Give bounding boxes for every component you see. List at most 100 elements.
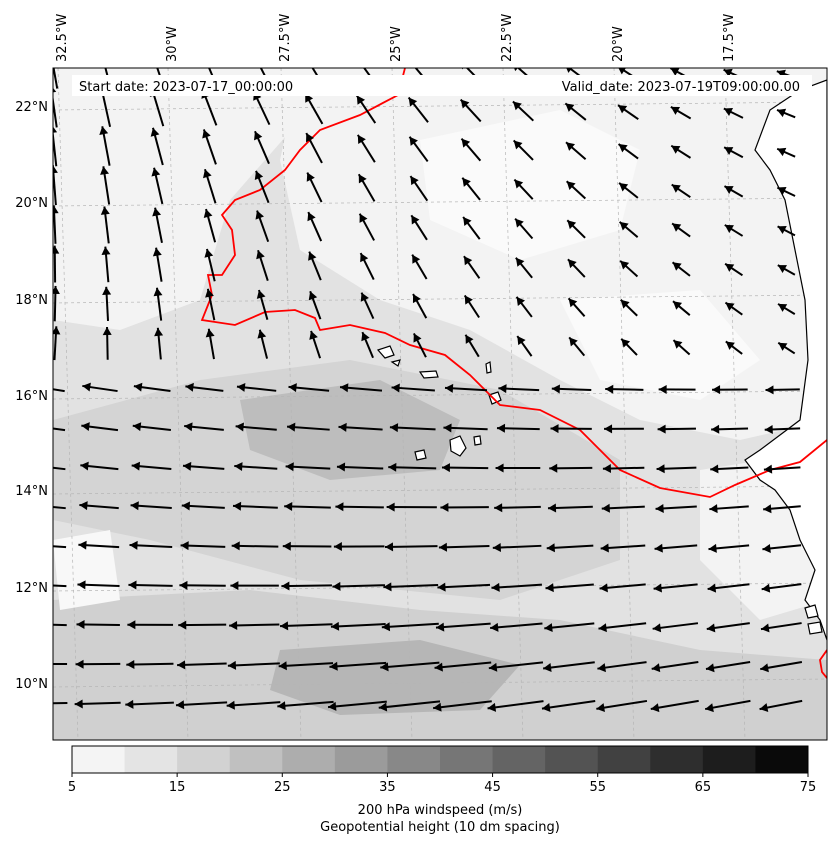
wind-arrow-head <box>435 622 445 632</box>
wind-arrow-head <box>128 580 137 590</box>
wind-arrow <box>53 545 67 549</box>
wind-arrow-head <box>653 583 662 593</box>
wind-arrow-head <box>154 327 164 337</box>
wind-arrow-head <box>777 147 787 157</box>
wind-arrow-head <box>330 621 340 631</box>
wind-arrow-head <box>256 290 266 299</box>
colorbar-bin <box>387 746 441 773</box>
wind-arrow-head <box>182 461 192 471</box>
map-panel: Start date: 2023-07-17_00:00:00 Valid_da… <box>28 67 828 741</box>
colorbar-bin <box>124 746 178 773</box>
wind-arrow-head <box>53 126 58 133</box>
wind-arrow-head <box>359 213 368 223</box>
wind-arrow-head <box>361 332 370 342</box>
wind-arrow-head <box>254 131 263 141</box>
wind-arrow-head <box>356 95 366 105</box>
wind-arrow-head <box>234 462 243 472</box>
wind-arrow-head <box>543 663 552 672</box>
wind-arrow-head <box>778 342 788 351</box>
wind-arrow-head <box>724 147 734 156</box>
wind-arrow-head <box>673 301 683 310</box>
wind-arrow-head <box>76 619 85 629</box>
wind-arrow <box>175 701 228 707</box>
wind-arrow-head <box>53 205 59 214</box>
wind-arrow-head <box>385 542 394 552</box>
wind-arrow-head <box>308 291 318 301</box>
wind-arrow-head <box>378 702 388 712</box>
wind-arrow-head <box>777 226 787 235</box>
wind-arrow-head <box>82 382 91 392</box>
wind-arrow-head <box>618 105 628 114</box>
wind-arrow-head <box>712 385 721 395</box>
wind-arrow <box>383 583 439 589</box>
wind-arrow-head <box>434 662 443 672</box>
cape-verde-island <box>418 370 439 379</box>
wind-arrow-head <box>202 129 211 139</box>
wind-arrow-head <box>550 424 559 434</box>
wind-arrow-head <box>380 662 389 672</box>
wind-arrow-head <box>306 133 314 143</box>
wind-arrow-head <box>569 337 578 347</box>
wind-arrow-head <box>130 501 139 511</box>
wind-arrow-head <box>411 215 420 225</box>
wind-arrow-head <box>177 660 186 670</box>
longitude-labels: 32.5°W 30°W 27.5°W 25°W 22.5°W 20°W 17.5… <box>55 14 737 62</box>
wind-arrow-head <box>129 540 138 550</box>
wind-arrow-head <box>257 329 267 339</box>
wind-arrow <box>380 661 440 669</box>
wind-arrow-head <box>515 218 524 228</box>
wind-arrow-head <box>551 384 560 394</box>
lat-label: 22°N <box>15 100 48 115</box>
colorbar-bin <box>440 746 494 773</box>
wind-arrow <box>227 662 280 667</box>
wind-arrow-head <box>125 699 134 709</box>
wind-arrow-head <box>185 382 194 392</box>
wind-arrow <box>487 700 544 710</box>
wind-arrow-head <box>759 703 769 713</box>
wind-arrow-head <box>132 422 142 432</box>
wind-arrow-head <box>444 383 454 393</box>
cape-verde-island <box>488 391 502 405</box>
wind-arrow-head <box>100 166 110 175</box>
wind-arrow-head <box>412 293 421 304</box>
wind-arrow-head <box>496 423 506 433</box>
colorbar-bin <box>177 746 231 773</box>
colorbar-tick-label: 65 <box>695 780 712 795</box>
wind-arrow <box>329 661 387 668</box>
wind-arrow-head <box>409 136 418 146</box>
wind-arrow-head <box>386 502 395 512</box>
wind-arrow-head <box>724 186 734 194</box>
wind-arrow <box>433 700 492 710</box>
lon-label: 27.5°W <box>278 14 293 62</box>
wind-arrow-head <box>391 383 400 393</box>
wind-arrow-head <box>360 292 369 302</box>
wind-arrow-head <box>284 501 293 511</box>
wind-arrow-head <box>777 108 787 118</box>
wind-arrow <box>544 622 595 630</box>
wind-arrow-head <box>153 287 163 297</box>
wind-arrow-head <box>29 461 37 470</box>
wind-arrow <box>491 583 542 589</box>
wind-arrow-head <box>28 501 36 510</box>
wind-arrow-head <box>30 422 39 431</box>
wind-arrow <box>384 545 438 549</box>
wind-arrow-head <box>438 542 448 552</box>
wind-arrow-head <box>388 462 397 472</box>
wind-arrow-head <box>514 68 518 72</box>
wind-arrow <box>279 623 333 628</box>
wind-arrow-head <box>175 700 185 710</box>
wind-arrow-head <box>487 702 497 712</box>
wind-arrow <box>650 699 699 710</box>
colorbar-ticks: 5 15 25 35 45 55 65 75 <box>68 773 816 795</box>
colorbar-bin <box>229 746 283 773</box>
wind-arrow <box>229 623 280 627</box>
wind-arrow-head <box>358 174 367 184</box>
wind-arrow-head <box>464 295 473 305</box>
wind-arrow-head <box>254 170 264 180</box>
wind-arrow-head <box>463 216 472 227</box>
colorbar-tick-label: 5 <box>68 780 76 795</box>
wind-arrow-head <box>763 464 773 474</box>
colorbar-tick-label: 45 <box>484 780 501 795</box>
dark-region <box>270 640 520 715</box>
meridian-line <box>502 68 524 740</box>
